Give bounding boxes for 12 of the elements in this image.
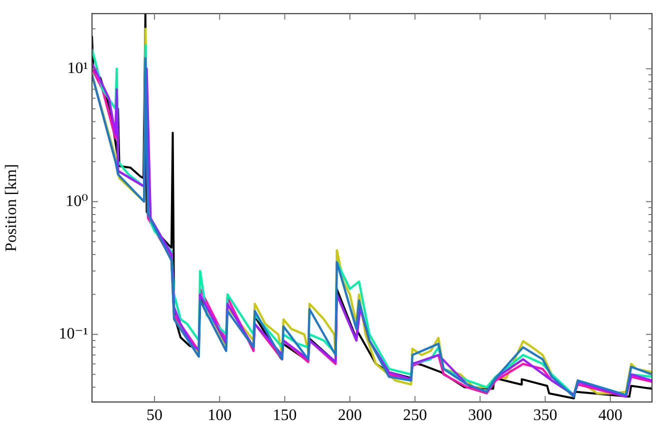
x-tick-label: 150 xyxy=(272,406,297,424)
x-tick-label: 50 xyxy=(146,406,163,424)
y-axis-title: Position [km] xyxy=(2,164,20,252)
y-tick-label: 10⁻¹ xyxy=(58,326,88,343)
x-tick-label: 350 xyxy=(533,406,558,424)
x-tick-label: 250 xyxy=(402,406,427,424)
y-tick-label: 10¹ xyxy=(67,60,88,77)
x-tick-label: 400 xyxy=(598,406,622,424)
x-tick-label: 100 xyxy=(208,406,232,424)
y-tick-label: 10⁰ xyxy=(66,192,88,210)
x-tick-label: 200 xyxy=(338,406,362,424)
x-tick-label: 300 xyxy=(468,406,492,424)
